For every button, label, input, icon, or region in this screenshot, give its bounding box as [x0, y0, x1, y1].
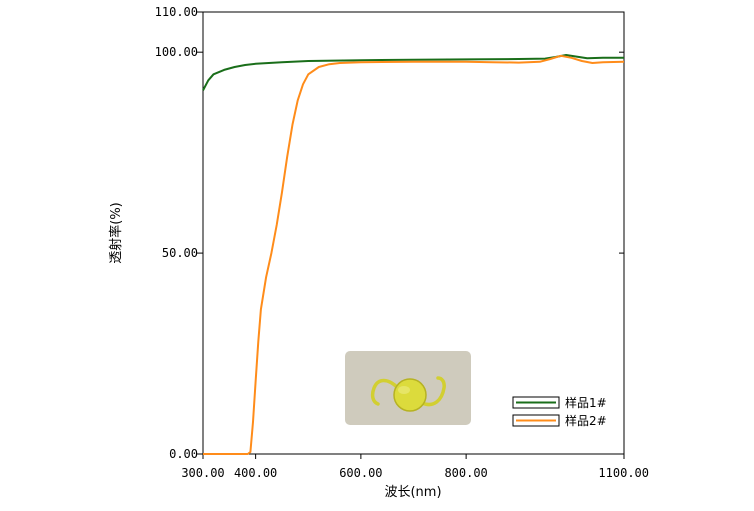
legend-label-1: 样品1# [565, 395, 607, 410]
lens-haptic-right [420, 376, 446, 407]
x-axis-ticks: 300.00 400.00 600.00 800.00 1100.00 [181, 454, 649, 480]
series-layer [202, 54, 625, 455]
legend-label-2: 样品2# [565, 413, 607, 428]
y-axis-ticks: 0.00 50.00 100.00 110.00 [155, 5, 624, 461]
x-tick-label: 600.00 [339, 466, 382, 480]
sample-photo [345, 351, 471, 425]
y-tick-label: 110.00 [155, 5, 198, 19]
y-axis-title: 透射率(%) [108, 202, 124, 264]
series-line-1 [202, 54, 624, 91]
x-axis-title: 波长(nm) [384, 485, 441, 500]
x-tick-label: 300.00 [181, 466, 224, 480]
legend: 样品1# 样品2# [512, 395, 607, 428]
series-line-2 [203, 54, 625, 455]
lens-highlight [398, 386, 410, 394]
y-tick-label: 100.00 [155, 45, 198, 59]
x-tick-label: 1100.00 [598, 466, 649, 480]
x-tick-label: 800.00 [444, 466, 487, 480]
x-tick-label: 400.00 [234, 466, 277, 480]
lens-haptic-left [370, 378, 400, 406]
lens-optic [393, 378, 427, 412]
y-tick-label: 0.00 [169, 447, 198, 461]
y-tick-label: 50.00 [162, 246, 198, 260]
